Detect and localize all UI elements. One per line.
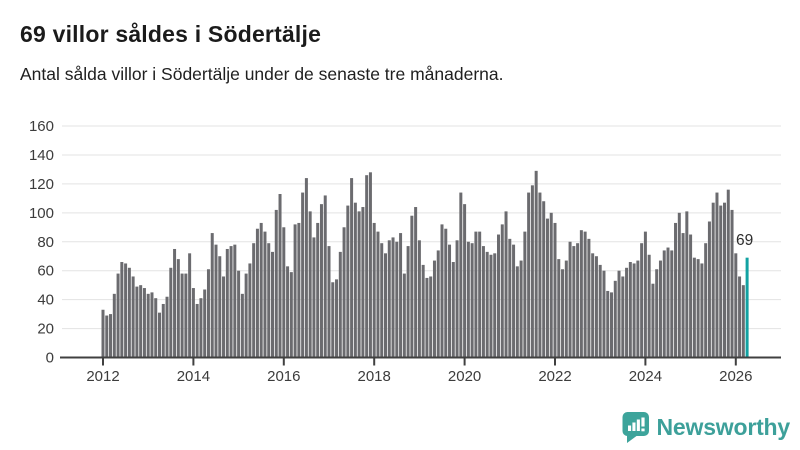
svg-text:2024: 2024 [629,368,662,385]
svg-text:2016: 2016 [267,368,300,385]
svg-text:2026: 2026 [719,368,752,385]
last-value-label: 69 [736,232,753,249]
svg-text:20: 20 [37,321,54,338]
newsworthy-wordmark: Newsworthy [656,414,791,440]
chart-title: 69 villor såldes i Södertälje [20,21,322,48]
newsworthy-icon [621,411,650,444]
svg-text:140: 140 [29,147,54,164]
svg-text:2014: 2014 [177,368,210,385]
newsworthy-logo: Newsworthy [621,411,790,444]
svg-text:60: 60 [37,263,54,280]
highlighted-bar [745,257,749,357]
svg-text:2018: 2018 [358,368,391,385]
svg-text:0: 0 [46,350,54,367]
svg-text:40: 40 [37,292,54,309]
svg-text:160: 160 [29,118,54,135]
svg-text:2020: 2020 [448,368,481,385]
svg-text:120: 120 [29,176,54,193]
svg-text:100: 100 [29,205,54,222]
chart-subtitle: Antal sålda villor i Södertälje under de… [20,64,504,84]
svg-text:80: 80 [37,234,54,251]
svg-text:2012: 2012 [86,368,119,385]
svg-text:2022: 2022 [538,368,571,385]
bars [101,170,749,357]
